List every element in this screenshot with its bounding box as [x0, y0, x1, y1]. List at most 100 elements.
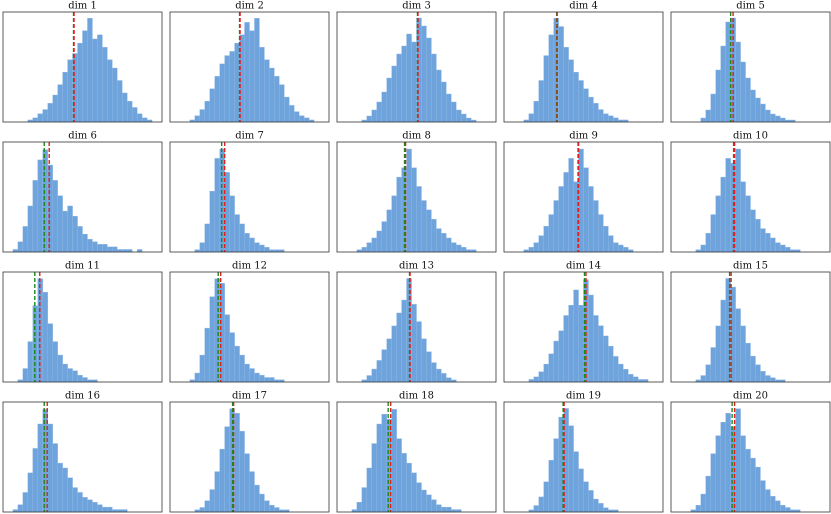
bar [775, 242, 781, 253]
panel-title: dim 5 [736, 1, 765, 12]
bar [391, 325, 397, 383]
panel-title: dim 7 [235, 131, 264, 142]
bar [705, 233, 711, 253]
bar [441, 233, 447, 253]
bar [239, 223, 245, 253]
bar [376, 230, 382, 253]
bar [543, 363, 549, 383]
bar [361, 487, 368, 513]
bar [214, 76, 220, 123]
bar [42, 409, 48, 513]
bar [715, 69, 721, 123]
bar [229, 408, 235, 513]
bar [735, 308, 741, 383]
panel-frame [2, 11, 163, 123]
bar [785, 507, 791, 513]
bar [52, 180, 58, 253]
bar [37, 159, 43, 253]
bar [376, 101, 382, 123]
panel-title: dim 6 [68, 131, 97, 142]
bar [735, 41, 741, 123]
bar [376, 423, 382, 513]
bar [538, 235, 544, 253]
panel-frame [336, 11, 497, 123]
bar [441, 506, 447, 513]
bar [548, 214, 554, 253]
panel-title: dim 17 [232, 391, 267, 402]
panel-title: dim 4 [569, 1, 598, 12]
bar [47, 103, 53, 123]
bar [588, 294, 594, 383]
bar [219, 63, 225, 123]
bar [401, 45, 407, 123]
bar [396, 312, 402, 383]
bar [548, 460, 554, 513]
bar [538, 496, 544, 513]
bar [603, 113, 609, 123]
bar [381, 349, 387, 383]
bar [391, 409, 397, 513]
bar [131, 107, 138, 123]
bar [780, 117, 786, 123]
panel-title: dim 9 [569, 131, 598, 142]
bar [775, 500, 781, 513]
bar [593, 103, 599, 123]
bar [745, 342, 751, 383]
bar [750, 89, 756, 123]
bar [735, 408, 741, 513]
bar [456, 109, 462, 123]
bar [22, 492, 29, 513]
bar [725, 158, 731, 253]
bar [740, 435, 746, 513]
bar [371, 109, 377, 123]
bar [533, 101, 539, 123]
bar [598, 325, 604, 383]
bar [57, 462, 63, 513]
bar [563, 315, 569, 383]
bar [57, 195, 63, 253]
bar [249, 30, 255, 123]
bar [62, 467, 68, 513]
bar [446, 237, 452, 253]
bar [720, 422, 726, 513]
bar [538, 371, 544, 383]
bar [720, 299, 726, 383]
bar [618, 363, 624, 383]
bar [411, 167, 417, 253]
bar [705, 109, 711, 123]
bar [289, 105, 295, 123]
bar [67, 368, 73, 383]
bar [52, 94, 58, 123]
bar [632, 376, 639, 383]
bar [578, 80, 584, 123]
bar [770, 377, 776, 383]
bar [603, 335, 609, 383]
bar [37, 113, 43, 123]
bar [264, 500, 270, 513]
bar [77, 492, 83, 513]
bar [87, 499, 93, 513]
bar [102, 244, 108, 253]
bar [421, 200, 427, 253]
bar [214, 158, 220, 253]
bar [244, 233, 250, 253]
bar [710, 93, 716, 123]
bar [760, 103, 766, 123]
bar [37, 278, 43, 383]
bar [229, 332, 235, 383]
bar [209, 296, 215, 383]
bar [588, 96, 594, 123]
bar [122, 92, 128, 123]
bar [274, 76, 280, 123]
panel-frame [503, 11, 664, 123]
bar [421, 25, 427, 123]
bar [608, 345, 614, 383]
bar [568, 158, 574, 253]
bar [42, 109, 48, 123]
bar [613, 242, 619, 253]
panel-title: dim 20 [733, 391, 768, 402]
panel-frame [503, 271, 664, 383]
bar [57, 84, 63, 123]
bar [406, 33, 412, 123]
bar [568, 59, 574, 123]
